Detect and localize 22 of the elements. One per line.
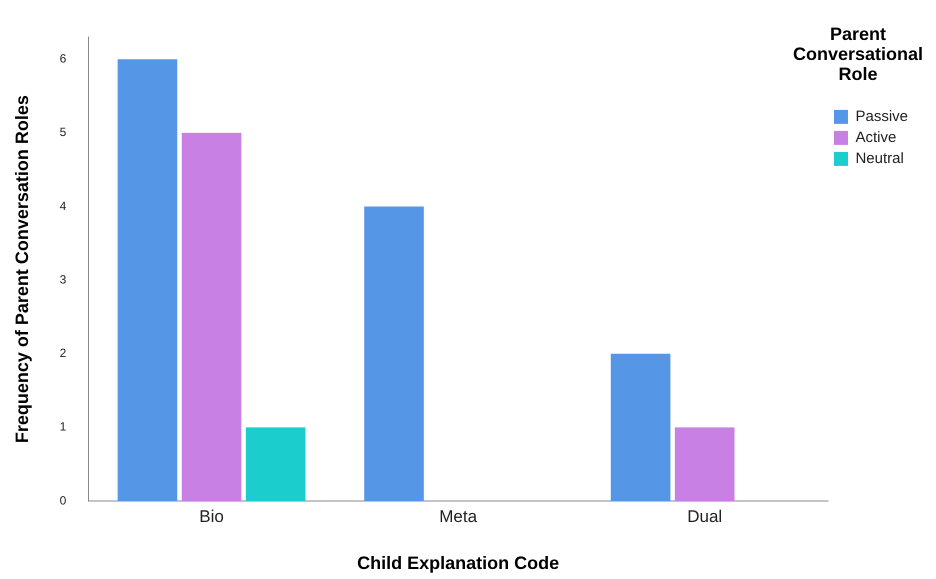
y-tick-label: 6 (60, 52, 67, 66)
bar (610, 354, 670, 501)
y-axis-title: Frequency of Parent Conversation Roles (12, 95, 32, 444)
y-tick-label: 5 (60, 125, 67, 140)
legend-label: Neutral (855, 150, 904, 168)
legend-title: Parent Conversational Role (792, 24, 924, 84)
y-tick-label: 3 (60, 272, 67, 286)
bar (118, 59, 178, 501)
x-tick-label: Bio (199, 506, 224, 526)
legend-label: Active (855, 129, 896, 146)
legend-label: Passive (855, 108, 908, 126)
y-tick-label: 4 (60, 198, 67, 213)
y-tick-label: 2 (60, 346, 67, 360)
bar (246, 427, 306, 501)
y-tick-label: 0 (60, 493, 67, 508)
bar (364, 206, 424, 501)
bar (674, 427, 735, 501)
x-tick-label: Meta (439, 506, 478, 526)
x-axis-title: Child Explanation Code (357, 553, 560, 574)
y-tick-label: 1 (60, 420, 67, 434)
x-tick-label: Dual (687, 506, 722, 526)
bar (182, 132, 242, 501)
